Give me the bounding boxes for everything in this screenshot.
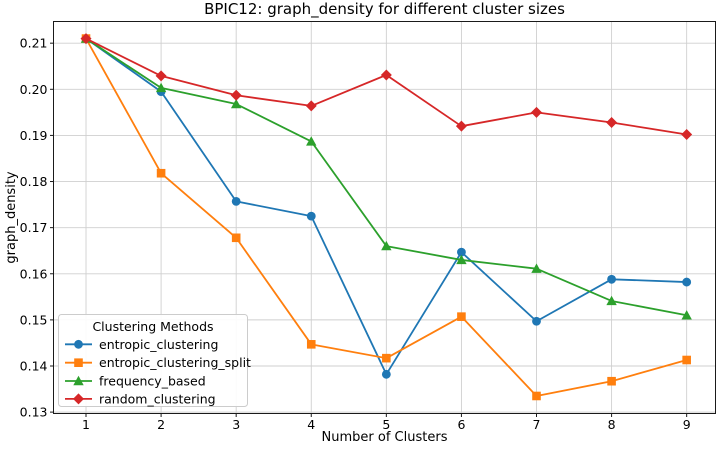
data-point-square: [306, 340, 316, 349]
data-point-diamond: [531, 106, 543, 118]
legend-entry: entropic_clustering: [65, 337, 218, 352]
legend-label: entropic_clustering: [99, 337, 218, 352]
data-series: [80, 33, 693, 401]
x-tick-label: 5: [382, 417, 390, 432]
data-point-circle: [231, 196, 241, 206]
data-point-diamond: [305, 100, 317, 112]
series-random_clustering: [80, 33, 693, 140]
legend-box: [58, 314, 248, 407]
y-tick-label: 0.14: [20, 358, 48, 373]
data-point-triangle: [155, 82, 167, 93]
legend-label: entropic_clustering_split: [99, 355, 251, 370]
x-tick-label: 6: [457, 417, 465, 432]
data-point-triangle: [606, 295, 617, 306]
data-point-circle: [457, 247, 466, 257]
data-point-triangle: [381, 240, 392, 251]
data-point-circle: [532, 316, 541, 326]
data-point-diamond: [606, 116, 618, 128]
data-point-triangle: [230, 98, 242, 109]
data-point-circle: [682, 277, 692, 287]
y-axis-ticks: 0.13 0.14 0.15 0.16 0.17 0.18 0.19 0.20 0.21: [20, 36, 54, 420]
data-point-diamond: [681, 128, 693, 140]
legend-entry: frequency_based: [65, 374, 206, 389]
data-point-triangle: [531, 263, 542, 273]
data-point-triangle: [681, 310, 692, 320]
legend-label: frequency_based: [99, 374, 206, 389]
data-point-square: [74, 358, 83, 367]
x-tick-label: 8: [608, 417, 616, 432]
data-point-square: [231, 233, 241, 243]
data-point-square: [156, 168, 166, 178]
data-point-triangle: [73, 375, 84, 386]
x-tick-label: 4: [307, 417, 315, 432]
x-tick-label: 1: [82, 417, 90, 432]
y-tick-label: 0.17: [20, 220, 48, 235]
x-axis-label: Number of Clusters: [322, 430, 448, 445]
legend: Clustering Methods entropic_clusteringen…: [58, 314, 251, 407]
data-point-circle: [381, 369, 391, 379]
data-point-diamond: [155, 70, 167, 82]
data-point-diamond: [80, 33, 92, 45]
gridlines: [53, 21, 716, 414]
y-tick-label: 0.19: [20, 128, 48, 143]
legend-entry: random_clustering: [65, 391, 216, 406]
data-point-square: [607, 376, 616, 386]
y-tick-label: 0.16: [20, 266, 48, 281]
y-tick-label: 0.20: [20, 82, 48, 97]
y-tick-label: 0.15: [20, 312, 48, 327]
data-point-triangle: [306, 136, 317, 146]
data-point-diamond: [230, 89, 242, 101]
data-point-circle: [306, 211, 316, 221]
series-frequency_based: [80, 33, 692, 320]
data-point-diamond: [380, 69, 392, 81]
legend-entries: entropic_clustering entropic_clustering_s…: [65, 337, 251, 406]
plot-frame: [53, 21, 716, 414]
y-tick-label: 0.13: [20, 405, 48, 420]
data-point-square: [382, 353, 391, 363]
data-point-diamond: [455, 120, 467, 132]
legend-entry: entropic_clustering_split: [65, 355, 251, 370]
x-axis-ticks: 1 2 3 4 5 6 7 8 9: [82, 413, 691, 432]
y-axis-label: graph_density: [4, 171, 19, 264]
legend-label: random_clustering: [99, 391, 216, 406]
x-tick-label: 9: [683, 417, 691, 432]
data-point-triangle: [456, 254, 467, 265]
x-tick-label: 7: [533, 417, 541, 432]
data-point-diamond: [73, 393, 84, 405]
data-point-square: [682, 355, 691, 365]
data-point-square: [532, 391, 541, 401]
legend-title: Clustering Methods: [92, 319, 213, 334]
data-point-square: [457, 312, 466, 321]
data-point-circle: [74, 339, 83, 349]
y-tick-label: 0.21: [20, 36, 48, 51]
x-tick-label: 3: [232, 417, 240, 432]
data-point-circle: [607, 274, 616, 284]
y-tick-label: 0.18: [20, 174, 48, 189]
chart-title: BPIC12: graph_density for different clus…: [204, 0, 565, 19]
x-tick-label: 2: [157, 417, 165, 432]
